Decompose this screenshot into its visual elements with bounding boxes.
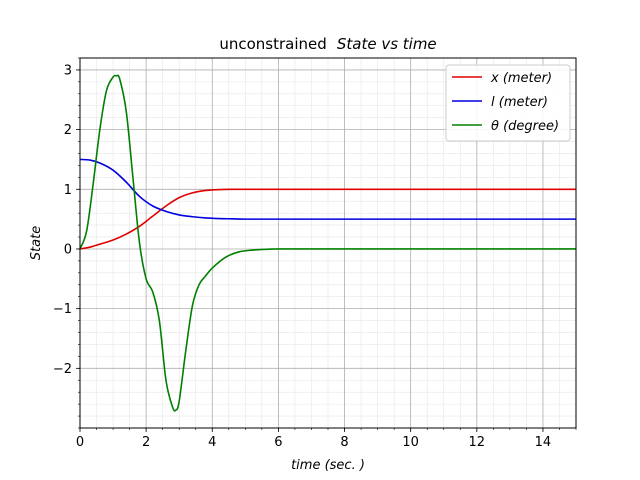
y-tick-label: 0 [64, 242, 72, 257]
legend-label-theta: θ (degree) [491, 119, 559, 134]
x-tick-label: 14 [535, 435, 552, 450]
x-tick-label: 10 [402, 435, 419, 450]
series-line-l [79, 158, 576, 220]
x-tick-label: 12 [469, 435, 486, 450]
legend: x (meter) l (meter) θ (degree) [445, 64, 571, 142]
x-tick-label: 0 [76, 435, 84, 450]
y-tick-label: 2 [64, 123, 72, 138]
x-tick-label: 8 [340, 435, 348, 450]
legend-box [445, 64, 571, 142]
chart-title: unconstrained State vs time [219, 34, 436, 53]
x-tick-label: 6 [274, 435, 282, 450]
x-tick-label: 4 [208, 435, 216, 450]
y-axis-label: State [29, 226, 44, 260]
y-tick-label: 1 [64, 183, 72, 198]
x-axis-label: time (sec. ) [291, 458, 365, 473]
series-line-x [79, 188, 576, 250]
chart-title-italic: State vs time [337, 35, 437, 53]
chart-title-prefix: unconstrained [219, 35, 326, 53]
y-tick-label: 3 [64, 63, 72, 78]
series-line-theta [79, 74, 576, 412]
y-tick-label: −1 [53, 302, 72, 317]
series-layer [79, 74, 576, 412]
x-tick-label: 2 [142, 435, 150, 450]
legend-label-x: x (meter) [490, 71, 552, 86]
legend-label-l: l (meter) [491, 95, 548, 110]
y-tick-label: −2 [53, 362, 72, 377]
